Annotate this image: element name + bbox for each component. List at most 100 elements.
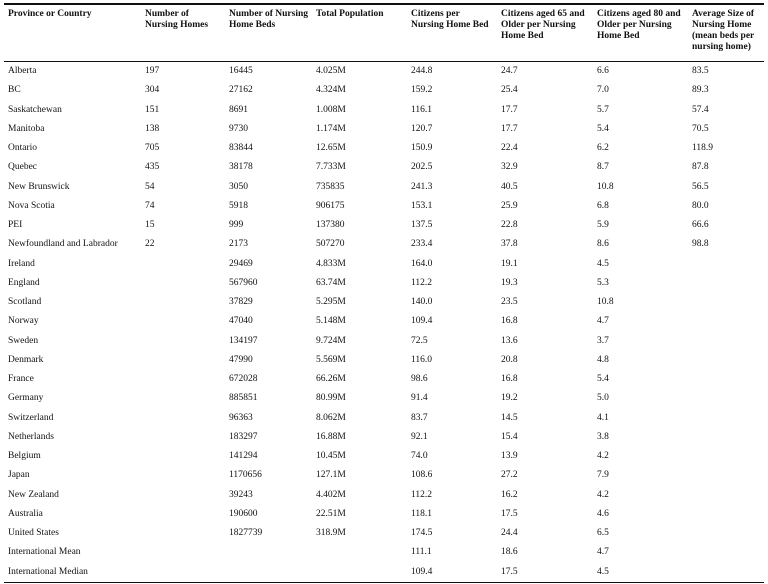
table-cell: 16445 bbox=[229, 66, 253, 77]
table-cell: 5.9 bbox=[597, 220, 609, 231]
row-label: Ireland bbox=[8, 258, 35, 269]
header-cell: Citizens aged 80 and Older per Nursing H… bbox=[593, 3, 688, 62]
table-cell bbox=[688, 505, 764, 524]
table-cell: 190600 bbox=[229, 508, 258, 519]
table-cell: 241.3 bbox=[411, 181, 433, 192]
table-cell bbox=[688, 312, 764, 331]
table-cell: 4.8 bbox=[597, 354, 609, 365]
table-cell: 7.0 bbox=[597, 85, 609, 96]
table-cell: 83.7 bbox=[411, 412, 428, 423]
table-cell: 17.7 bbox=[501, 123, 518, 134]
table-row: United States 1827739 318.9M 174.5 24.4 6.5 bbox=[4, 524, 764, 543]
table-cell: 127.1M bbox=[316, 470, 346, 481]
table-cell: 164.0 bbox=[411, 258, 433, 269]
table-row: PEI 15 999 137380 137.5 22.8 5.9 66.6 bbox=[4, 216, 764, 235]
table-cell bbox=[141, 332, 225, 351]
table-cell bbox=[141, 486, 225, 505]
table-cell: 12.65M bbox=[316, 143, 346, 154]
table-cell: 304 bbox=[145, 85, 160, 96]
table-cell: 4.2 bbox=[597, 489, 609, 500]
table-cell bbox=[141, 428, 225, 447]
table-cell bbox=[688, 447, 764, 466]
table-cell: 80.99M bbox=[316, 393, 346, 404]
table-cell: 5.4 bbox=[597, 123, 609, 134]
table-cell: 1.008M bbox=[316, 104, 346, 115]
table-row: New Brunswick 54 3050 735835 241.3 40.5 10.8 56… bbox=[4, 178, 764, 197]
table-cell: 3.7 bbox=[597, 335, 609, 346]
table-cell: 5.3 bbox=[597, 277, 609, 288]
table-cell: 47040 bbox=[229, 316, 253, 327]
table-row: Germany 885851 80.99M 91.4 19.2 5.0 bbox=[4, 389, 764, 408]
table-cell: 8691 bbox=[229, 104, 248, 115]
table-row: Australia 190600 22.51M 118.1 17.5 4.6 bbox=[4, 505, 764, 524]
table-row: Scotland 37829 5.295M 140.0 23.5 10.8 bbox=[4, 293, 764, 312]
table-row: New Zealand 39243 4.402M 112.2 16.2 4.2 bbox=[4, 486, 764, 505]
header-cell: Province or Country bbox=[4, 3, 141, 62]
table-cell: 25.9 bbox=[501, 200, 518, 211]
table-cell: 6.2 bbox=[597, 143, 609, 154]
table-cell: 906175 bbox=[316, 200, 345, 211]
table-cell: 118.1 bbox=[411, 508, 433, 519]
table-cell: 140.0 bbox=[411, 297, 433, 308]
table-cell: 10.8 bbox=[597, 297, 614, 308]
table-cell: 244.8 bbox=[411, 66, 433, 77]
table-cell: 885851 bbox=[229, 393, 258, 404]
table-row: Nova Scotia 74 5918 906175 153.1 25.9 6.8 80.0 bbox=[4, 197, 764, 216]
row-label: Alberta bbox=[8, 66, 37, 77]
table-cell bbox=[141, 274, 225, 293]
row-label: Sweden bbox=[8, 335, 39, 346]
table-cell: 4.1 bbox=[597, 412, 609, 423]
table-row: International Mean 111.1 18.6 4.7 bbox=[4, 543, 764, 562]
table-cell: 19.3 bbox=[501, 277, 518, 288]
table-cell: 40.5 bbox=[501, 181, 518, 192]
table-row: Saskatchewan 151 8691 1.008M 116.1 17.7 5.7 57.… bbox=[4, 101, 764, 120]
table-cell: 5918 bbox=[229, 200, 248, 211]
table-cell: 507270 bbox=[316, 239, 345, 250]
row-label: Newfoundland and Labrador bbox=[8, 239, 118, 250]
table-cell: 435 bbox=[145, 162, 160, 173]
table-cell: 1827739 bbox=[229, 528, 263, 539]
table-cell: 109.4 bbox=[411, 316, 433, 327]
table-cell bbox=[141, 505, 225, 524]
table-cell: 4.833M bbox=[316, 258, 346, 269]
table-cell: 6.5 bbox=[597, 528, 609, 539]
table-cell: 72.5 bbox=[411, 335, 428, 346]
table-cell: 66.26M bbox=[316, 374, 346, 385]
table-row: Ontario 705 83844 12.65M 150.9 22.4 6.2 118.9 bbox=[4, 139, 764, 158]
table-cell: 4.402M bbox=[316, 489, 346, 500]
table-cell: 25.4 bbox=[501, 85, 518, 96]
table-cell: 999 bbox=[229, 220, 244, 231]
table-cell bbox=[312, 562, 407, 583]
table-cell bbox=[688, 389, 764, 408]
table-cell: 120.7 bbox=[411, 123, 433, 134]
table-cell bbox=[141, 389, 225, 408]
table-row: Switzerland 96363 8.062M 83.7 14.5 4.1 bbox=[4, 409, 764, 428]
table-cell: 9730 bbox=[229, 123, 248, 134]
table-cell: 98.6 bbox=[411, 374, 428, 385]
table-cell bbox=[141, 351, 225, 370]
table-cell: 19.1 bbox=[501, 258, 518, 269]
row-label: Switzerland bbox=[8, 412, 54, 423]
table-cell: 318.9M bbox=[316, 528, 346, 539]
table-cell: 98.8 bbox=[692, 239, 709, 250]
table-row: Manitoba 138 9730 1.174M 120.7 17.7 5.4 70.5 bbox=[4, 120, 764, 139]
table-cell: 29469 bbox=[229, 258, 253, 269]
table-cell: 153.1 bbox=[411, 200, 433, 211]
table-cell: 197 bbox=[145, 66, 160, 77]
table-header: Province or Country Number of Nursing Hom… bbox=[4, 3, 764, 62]
table-row: Sweden 134197 9.724M 72.5 13.6 3.7 bbox=[4, 332, 764, 351]
table-cell: 91.4 bbox=[411, 393, 428, 404]
table-row: Norway 47040 5.148M 109.4 16.8 4.7 bbox=[4, 312, 764, 331]
table-cell bbox=[688, 370, 764, 389]
table-cell: 4.2 bbox=[597, 451, 609, 462]
table-cell bbox=[688, 351, 764, 370]
table-cell: 16.8 bbox=[501, 374, 518, 385]
row-label: England bbox=[8, 277, 40, 288]
table-cell: 138 bbox=[145, 123, 160, 134]
table-cell: 83844 bbox=[229, 143, 253, 154]
row-label: PEI bbox=[8, 220, 23, 231]
table-cell: 22.51M bbox=[316, 508, 346, 519]
header-cell: Citizens per Nursing Home Bed bbox=[407, 3, 497, 62]
table-cell: 134197 bbox=[229, 335, 258, 346]
table-cell: 4.7 bbox=[597, 547, 609, 558]
